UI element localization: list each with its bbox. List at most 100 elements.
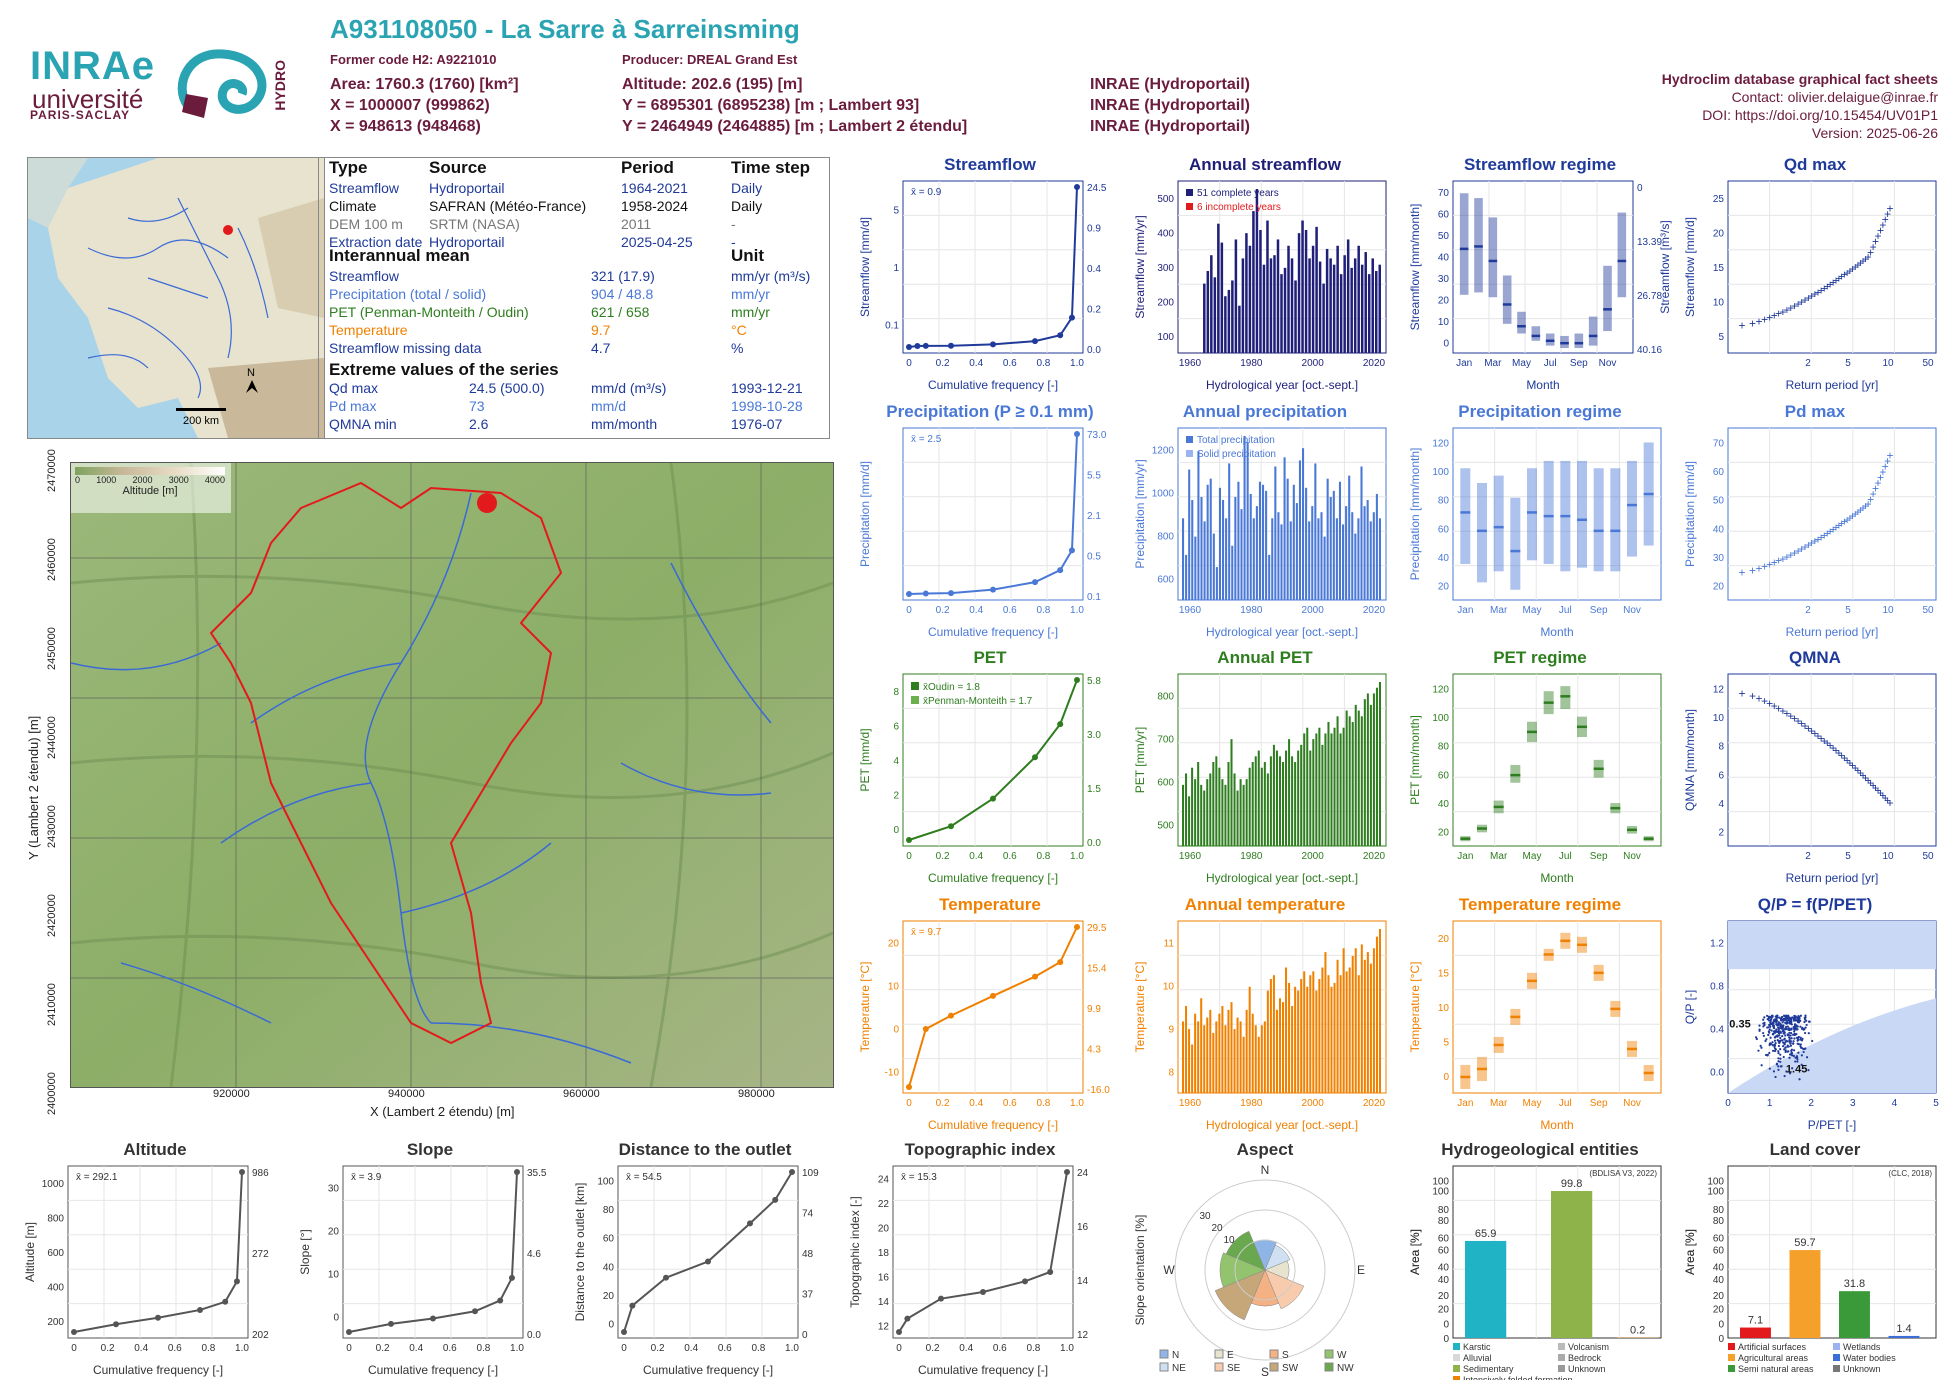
bar <box>1200 785 1202 846</box>
legend-label: S <box>1282 1350 1289 1361</box>
bar <box>1240 509 1242 600</box>
bar <box>1213 534 1215 600</box>
data-point <box>1775 1015 1777 1017</box>
chart-qmna: QMNA Return period [yr] QMNA [mm/month] 2 4 6… <box>1680 648 1950 888</box>
x-axis-label: Month <box>1526 378 1559 392</box>
data-point <box>1771 1041 1773 1043</box>
y-tick: 10 <box>1713 713 1725 724</box>
chart-temperature_regime-svg: Temperature regimeMonthTemperature [°C]0… <box>1405 895 1675 1135</box>
map-ytick: 2440000 <box>46 716 58 759</box>
bar <box>1309 975 1311 1093</box>
bar <box>1350 268 1353 353</box>
y-tick: 20 <box>603 1291 615 1302</box>
data-point <box>990 993 996 999</box>
data-point <box>497 1297 503 1303</box>
y-axis-label: Streamflow [mm/d] <box>858 217 872 317</box>
data-point <box>1796 1060 1798 1062</box>
chart-annual_pet-svg: Annual PETHydrological year [oct.-sept.]… <box>1130 648 1400 888</box>
data-point <box>1777 1052 1779 1054</box>
chart-temperature: Temperature Cumulative frequency [-] Tempe… <box>855 895 1125 1135</box>
data-point <box>1777 1069 1779 1071</box>
chart-temperature-svg: TemperatureCumulative frequency [-]Tempe… <box>855 895 1125 1135</box>
y-tick: 600 <box>47 1248 64 1259</box>
bar-value: 31.8 <box>1844 1278 1865 1290</box>
data-point <box>663 1275 669 1281</box>
right-tick: 3.0 <box>1087 730 1101 741</box>
data-point <box>1774 1018 1776 1020</box>
data-point <box>948 1013 954 1019</box>
legend-swatch <box>1453 1376 1460 1380</box>
y-tick: 20 <box>1438 295 1450 306</box>
y-tick: 10 <box>1163 982 1175 993</box>
extreme-unit: mm/d (m³/s) <box>591 380 666 396</box>
chart-title: Hydrogeological entities <box>1441 1140 1638 1159</box>
data-point <box>1794 1060 1796 1062</box>
bar <box>1231 546 1233 600</box>
bar <box>1185 1006 1187 1093</box>
x-tick: Sep <box>1590 1098 1608 1109</box>
producer: Producer: DREAL Grand Est <box>622 52 797 67</box>
mean-label: x̄ = 292.1 <box>76 1172 118 1183</box>
altitude-legend-bar <box>75 467 225 475</box>
data-point <box>1789 1017 1791 1019</box>
bar <box>1352 956 1354 1093</box>
bar <box>1230 1002 1232 1093</box>
right-tick: 15.4 <box>1087 964 1107 975</box>
legend-swatch <box>1833 1365 1840 1372</box>
bar <box>1373 512 1375 600</box>
data-point <box>1763 1035 1765 1037</box>
bar <box>1334 983 1336 1093</box>
data-point <box>1783 1019 1785 1021</box>
data-point <box>1803 1051 1805 1053</box>
data-point <box>1796 1028 1798 1030</box>
bar <box>1319 262 1322 353</box>
data-point <box>1780 1039 1782 1041</box>
database-doi[interactable]: DOI: https://doi.org/10.15454/UV01P1 <box>1662 106 1938 124</box>
chart-annual_streamflow-svg: Annual streamflowHydrological year [oct.… <box>1130 155 1400 395</box>
source-note: (BDLISA V3, 2022) <box>1589 1169 1657 1178</box>
bar <box>1206 1018 1208 1093</box>
data-point <box>1811 1040 1813 1042</box>
chart-land_cover-svg: Land coverArea [%]0204060801007.159.731.… <box>1680 1140 1950 1380</box>
bar-value: 99.8 <box>1561 1178 1582 1190</box>
x-tick: 0.4 <box>684 1343 698 1354</box>
x-tick: 1960 <box>1179 358 1202 369</box>
bar <box>1308 521 1310 600</box>
bar <box>1291 258 1294 353</box>
bar <box>1306 987 1308 1093</box>
y-tick: 20 <box>1713 582 1725 593</box>
chart-precipitation_regime-svg: Precipitation regimeMonthPrecipitation [… <box>1405 402 1675 642</box>
bar <box>1200 998 1202 1093</box>
legend-swatch <box>1186 450 1193 457</box>
database-info: Hydroclim database graphical fact sheets… <box>1662 70 1938 142</box>
x-tick: 4 <box>1892 1098 1898 1109</box>
bar <box>1234 1029 1236 1093</box>
bar <box>1225 518 1227 600</box>
bar <box>1285 751 1287 846</box>
bar <box>1237 791 1239 846</box>
bar <box>1197 762 1199 846</box>
data-point <box>923 1026 929 1032</box>
legend-swatch <box>1728 1354 1735 1361</box>
bar <box>1243 1037 1245 1093</box>
data-point <box>1782 1032 1784 1034</box>
data-point <box>1790 1052 1792 1054</box>
bar <box>1376 937 1378 1093</box>
legend-label: W <box>1337 1350 1347 1361</box>
bar <box>1367 500 1369 600</box>
bar <box>1273 975 1275 1093</box>
database-contact[interactable]: Contact: olivier.delaigue@inrae.fr <box>1662 88 1938 106</box>
bar <box>1191 1044 1193 1093</box>
data-point <box>1793 1049 1795 1051</box>
mean-label: Temperature <box>329 322 408 338</box>
x-tick: 0.6 <box>718 1343 732 1354</box>
catchment-map: 0 1000 2000 3000 4000 Altitude [m] <box>70 462 834 1088</box>
x-tick: Nov <box>1623 1098 1641 1109</box>
x-tick: 1.0 <box>510 1343 524 1354</box>
mean-label: x̄ = 2.5 <box>911 434 942 445</box>
x-tick: 1960 <box>1179 605 1202 616</box>
data-point <box>1784 1043 1786 1045</box>
data-point <box>1781 1027 1783 1029</box>
y-tick: 60 <box>1438 1234 1450 1245</box>
data-point <box>1074 431 1080 437</box>
